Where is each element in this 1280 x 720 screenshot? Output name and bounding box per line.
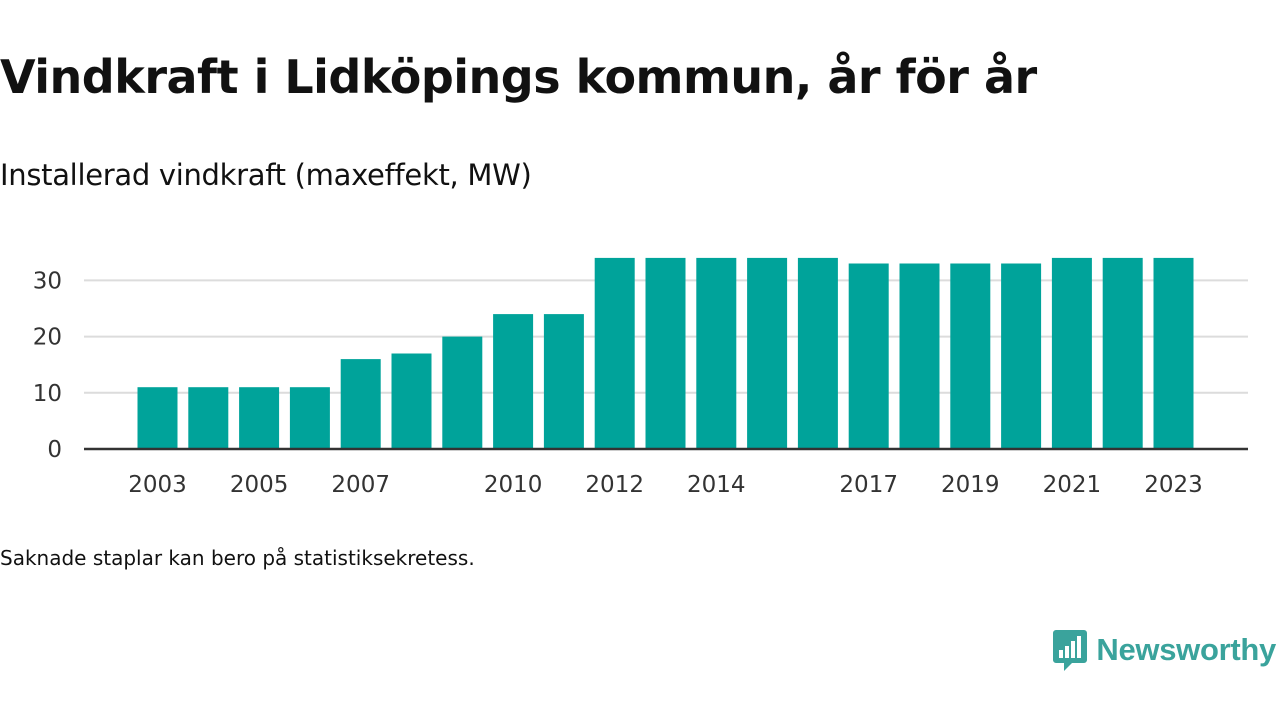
bar-2004 [188, 387, 229, 449]
bar-chart: 0 10 20 30 2003 2005 2007 2010 2012 2014 2017 2019… [33, 257, 1248, 498]
bar-2011 [543, 314, 584, 449]
y-tick-label: 20 [33, 325, 62, 351]
x-tick-label: 2012 [585, 472, 644, 498]
x-tick-label: 2021 [1043, 472, 1102, 498]
footnote: Saknade staplar kan bero på statistiksek… [0, 546, 475, 570]
x-tick-label: 2014 [687, 472, 746, 498]
bars [137, 257, 1194, 449]
brand: Newsworthy [1052, 628, 1276, 672]
x-tick-label: 2019 [941, 472, 1000, 498]
chart-subtitle: Installerad vindkraft (maxeffekt, MW) [0, 158, 532, 192]
brand-name: Newsworthy [1096, 632, 1276, 667]
bar-2014 [696, 257, 737, 449]
x-tick-label: 2010 [484, 472, 543, 498]
bar-2015 [747, 257, 788, 449]
x-tick-label: 2023 [1144, 472, 1203, 498]
bar-2023 [1153, 257, 1194, 449]
y-axis-labels: 0 10 20 30 [33, 268, 62, 463]
chart-title: Vindkraft i Lidköpings kommun, år för år [0, 50, 1037, 104]
bar-2019 [950, 263, 991, 449]
bar-2008 [391, 353, 432, 449]
x-tick-label: 2003 [128, 472, 187, 498]
bar-2022 [1102, 257, 1143, 449]
bar-2007 [340, 359, 381, 449]
bar-2017 [848, 263, 889, 449]
bar-2018 [899, 263, 940, 449]
x-tick-label: 2005 [230, 472, 289, 498]
y-tick-label: 10 [33, 381, 62, 407]
bar-2009 [442, 336, 483, 449]
bar-2020 [1001, 263, 1042, 449]
x-axis-labels: 2003 2005 2007 2010 2012 2014 2017 2019 2021 2023 [128, 472, 1203, 498]
bar-2006 [289, 387, 330, 449]
y-tick-label: 30 [33, 268, 62, 294]
bar-2005 [239, 387, 280, 449]
x-tick-label: 2017 [839, 472, 898, 498]
x-tick-label: 2007 [331, 472, 390, 498]
bar-2013 [645, 257, 686, 449]
bar-2010 [493, 314, 534, 449]
newsworthy-logo-icon [1053, 630, 1088, 671]
bar-2012 [594, 257, 635, 449]
bar-2003 [137, 387, 178, 449]
y-tick-label: 0 [47, 437, 62, 463]
bar-2021 [1051, 257, 1092, 449]
bar-2016 [797, 257, 838, 449]
